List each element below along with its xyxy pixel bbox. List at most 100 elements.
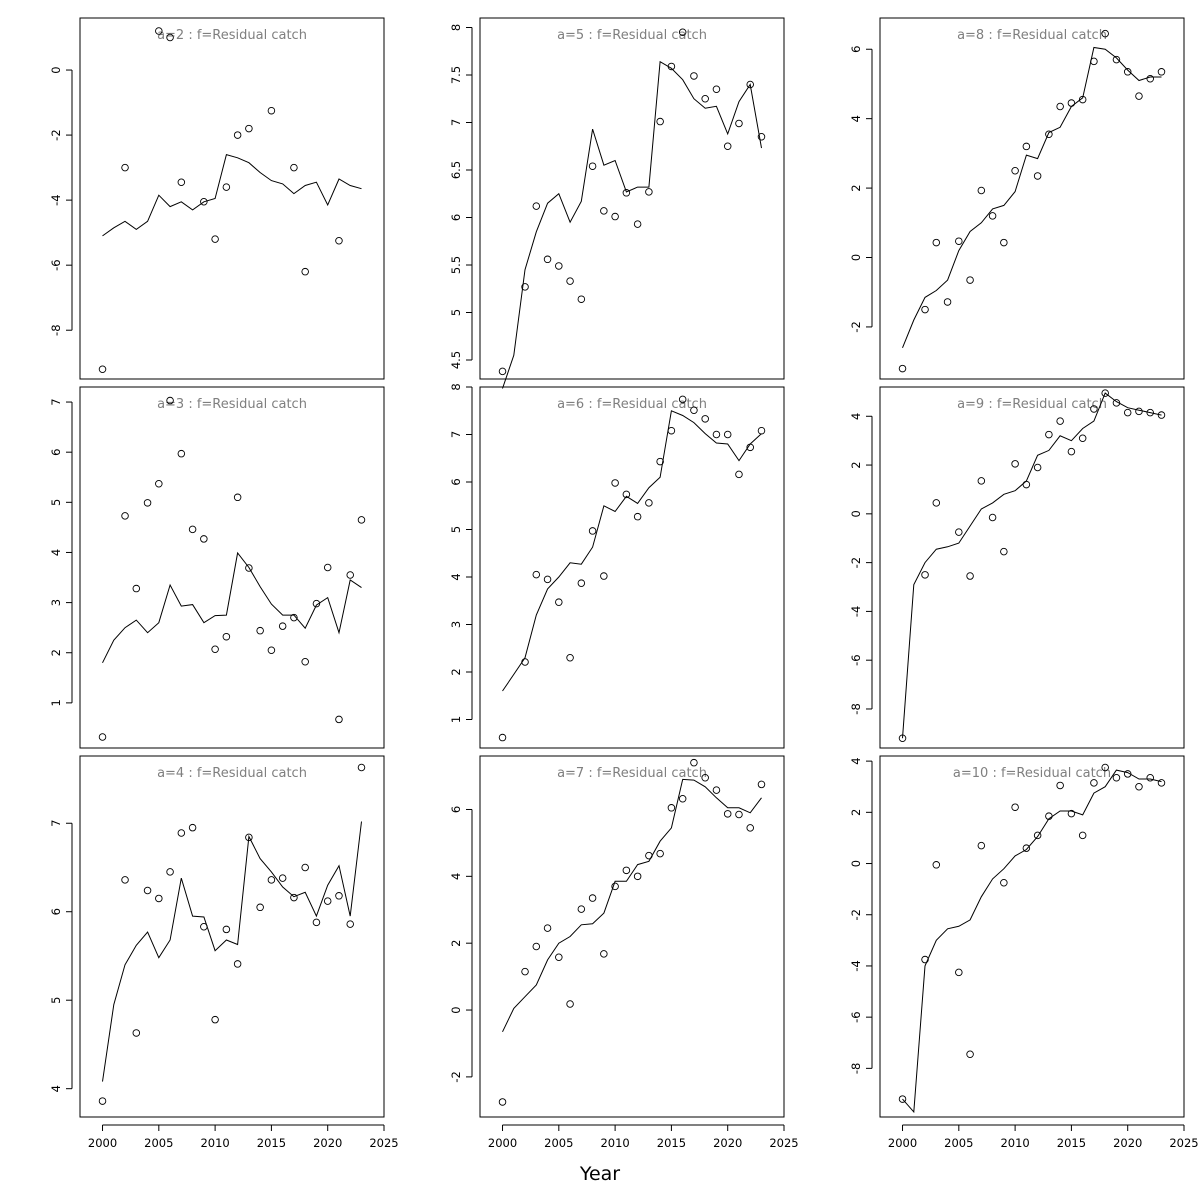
x-tick-label: 2000	[488, 1136, 517, 1150]
observed-point	[690, 72, 698, 80]
y-tick-label: 2	[449, 668, 463, 675]
observed-point	[898, 1095, 907, 1103]
observed-point	[267, 646, 276, 654]
y-tick-label: 4	[449, 873, 463, 880]
observed-point	[121, 876, 129, 884]
observed-point	[521, 658, 529, 666]
observed-point	[1123, 408, 1132, 417]
observed-point	[555, 953, 563, 961]
observed-point	[498, 733, 507, 742]
observed-point	[746, 80, 754, 89]
observed-point	[256, 903, 264, 912]
observed-point	[1101, 29, 1109, 38]
observed-point	[278, 622, 287, 630]
fitted-line	[102, 551, 362, 664]
panel-2: a=5 : f=Residual catch 4.5 5 5.5 6 6.5 7 7.5 8	[449, 17, 785, 389]
observed-point	[312, 599, 321, 608]
y-tick-label: 5	[49, 499, 63, 506]
plot-frame	[479, 755, 785, 1118]
y-tick-label: -4	[49, 194, 63, 205]
observed-point	[301, 267, 309, 276]
y-tick-label: 2	[849, 184, 863, 191]
observed-point	[1157, 779, 1166, 787]
observed-point	[735, 810, 743, 819]
x-tick-label: 2020	[1113, 1136, 1142, 1150]
observed-point	[143, 499, 152, 507]
plot-frame	[879, 17, 1185, 380]
observed-point	[977, 186, 986, 195]
x-tick-label: 2000	[888, 1136, 917, 1150]
observed-point	[932, 861, 941, 869]
observed-point	[290, 163, 298, 172]
fitted-line	[902, 392, 1162, 739]
panel-8: a=7 : f=Residual catch -2 0 2 4 6 2000 2005 2010…	[449, 755, 799, 1150]
x-tick-label: 2005	[944, 1136, 973, 1150]
observed-point	[566, 1000, 574, 1008]
fitted-line	[502, 778, 762, 1033]
observed-point	[1090, 405, 1098, 413]
observed-point	[645, 851, 653, 860]
observed-point	[1090, 779, 1098, 787]
y-tick-label: 6	[449, 478, 463, 485]
observed-point	[690, 406, 698, 415]
observed-point	[256, 626, 264, 635]
y-tick-label: -8	[49, 324, 63, 335]
observed-point	[132, 584, 141, 593]
observed-point	[155, 480, 163, 488]
y-tick-label: 0	[849, 254, 863, 261]
y-tick-label: -2	[849, 321, 863, 332]
observed-point	[667, 804, 676, 812]
observed-point	[222, 183, 231, 191]
observed-point	[1101, 763, 1109, 772]
y-tick-label: 6	[449, 806, 463, 813]
observed-point	[1067, 99, 1076, 107]
x-tick-label: 2015	[657, 1136, 686, 1150]
observed-point	[1090, 57, 1098, 66]
observed-point	[233, 493, 242, 502]
y-tick-label: -4	[849, 606, 863, 617]
observed-point	[200, 198, 208, 206]
observed-point	[898, 364, 907, 373]
observed-point	[921, 571, 929, 579]
observed-point	[1000, 238, 1008, 247]
observed-point	[611, 212, 619, 221]
observed-point	[1146, 74, 1154, 83]
observed-point	[121, 512, 129, 520]
panel-title: a=2 : f=Residual catch	[157, 28, 307, 43]
observed-point	[667, 62, 676, 71]
observed-point	[966, 276, 974, 284]
observed-point	[921, 955, 929, 964]
observed-point	[932, 238, 941, 247]
observed-point	[1123, 770, 1132, 778]
y-tick-label: 7	[449, 119, 463, 126]
panel-title: a=5 : f=Residual catch	[557, 28, 707, 43]
observed-point	[966, 1050, 974, 1059]
observed-point	[346, 571, 354, 579]
observed-point	[267, 876, 276, 884]
panel-title: a=8 : f=Residual catch	[957, 28, 1107, 43]
y-tick-label: 6	[49, 908, 63, 915]
observed-point	[555, 598, 563, 606]
observed-point	[701, 773, 709, 782]
y-tick-label: 2	[449, 940, 463, 947]
observed-point	[143, 886, 152, 895]
observed-point	[98, 733, 107, 741]
y-tick-label: 3	[49, 599, 63, 606]
observed-point	[245, 564, 253, 572]
y-tick-label: 5.5	[449, 256, 463, 274]
y-tick-label: 2	[49, 649, 63, 656]
observed-point	[678, 395, 687, 404]
observed-point	[521, 283, 529, 291]
observed-point	[98, 1097, 107, 1105]
x-tick-label: 2025	[769, 1136, 798, 1150]
observed-point	[1011, 803, 1019, 811]
y-tick-label: 0	[49, 66, 63, 73]
panel-title: a=3 : f=Residual catch	[157, 397, 307, 412]
observed-point	[735, 470, 743, 479]
observed-point	[166, 868, 174, 876]
observed-point	[301, 658, 309, 666]
observed-point	[1045, 430, 1053, 439]
observed-point	[690, 758, 698, 767]
observed-point	[290, 893, 298, 902]
